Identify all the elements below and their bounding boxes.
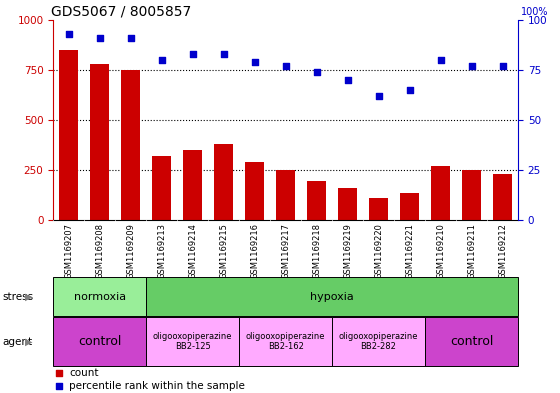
Bar	[431, 166, 450, 220]
Text: GSM1169208: GSM1169208	[95, 223, 104, 279]
Text: GSM1169212: GSM1169212	[498, 223, 507, 279]
Point	[188, 51, 197, 57]
Bar	[245, 162, 264, 220]
Point	[312, 69, 321, 75]
Text: GSM1169215: GSM1169215	[219, 223, 228, 279]
Text: GSM1169210: GSM1169210	[436, 223, 445, 279]
Point	[250, 59, 259, 65]
Text: GSM1169216: GSM1169216	[250, 223, 259, 279]
Text: GSM1169214: GSM1169214	[188, 223, 197, 279]
Bar	[152, 156, 171, 220]
Text: GSM1169220: GSM1169220	[374, 223, 383, 279]
Text: oligooxopiperazine
BB2-282: oligooxopiperazine BB2-282	[339, 332, 418, 351]
Text: oligooxopiperazine
BB2-162: oligooxopiperazine BB2-162	[246, 332, 325, 351]
Bar	[493, 174, 512, 220]
Point	[54, 383, 63, 389]
Text: hypoxia: hypoxia	[310, 292, 354, 302]
Point	[95, 35, 104, 41]
Point	[157, 57, 166, 63]
Point	[405, 87, 414, 93]
Bar	[400, 193, 419, 220]
Text: ▶: ▶	[25, 337, 33, 347]
Text: GSM1169218: GSM1169218	[312, 223, 321, 279]
Point	[343, 77, 352, 83]
Bar	[183, 150, 202, 220]
Text: ▶: ▶	[25, 292, 33, 302]
Text: GDS5067 / 8005857: GDS5067 / 8005857	[51, 4, 191, 18]
Text: agent: agent	[3, 337, 33, 347]
Bar	[122, 70, 140, 220]
Text: GSM1169211: GSM1169211	[467, 223, 476, 279]
Text: GSM1169217: GSM1169217	[281, 223, 290, 279]
Point	[281, 62, 290, 69]
Text: count: count	[69, 368, 99, 378]
Text: GSM1169209: GSM1169209	[126, 223, 135, 279]
Text: control: control	[450, 335, 493, 348]
Text: GSM1169219: GSM1169219	[343, 223, 352, 279]
Bar	[214, 144, 233, 220]
Bar	[338, 188, 357, 220]
Text: normoxia: normoxia	[73, 292, 126, 302]
Bar	[239, 317, 332, 366]
Text: GSM1169213: GSM1169213	[157, 223, 166, 279]
Point	[374, 93, 383, 99]
Text: percentile rank within the sample: percentile rank within the sample	[69, 381, 245, 391]
Bar	[307, 181, 326, 220]
Bar	[276, 170, 295, 220]
Point	[436, 57, 445, 63]
Bar	[59, 50, 78, 220]
Point	[54, 370, 63, 376]
Bar	[90, 64, 109, 220]
Bar	[369, 198, 388, 220]
Bar	[146, 317, 239, 366]
Text: control: control	[78, 335, 122, 348]
Bar	[425, 317, 518, 366]
Bar	[53, 317, 146, 366]
Text: GSM1169207: GSM1169207	[64, 223, 73, 279]
Text: 100%: 100%	[521, 7, 548, 17]
Point	[64, 31, 73, 37]
Point	[467, 62, 476, 69]
Text: oligooxopiperazine
BB2-125: oligooxopiperazine BB2-125	[153, 332, 232, 351]
Point	[126, 35, 135, 41]
Bar	[332, 317, 425, 366]
Bar	[462, 170, 481, 220]
Bar	[146, 277, 518, 316]
Text: GSM1169221: GSM1169221	[405, 223, 414, 279]
Point	[498, 62, 507, 69]
Text: stress: stress	[3, 292, 34, 302]
Point	[219, 51, 228, 57]
Bar	[53, 277, 146, 316]
